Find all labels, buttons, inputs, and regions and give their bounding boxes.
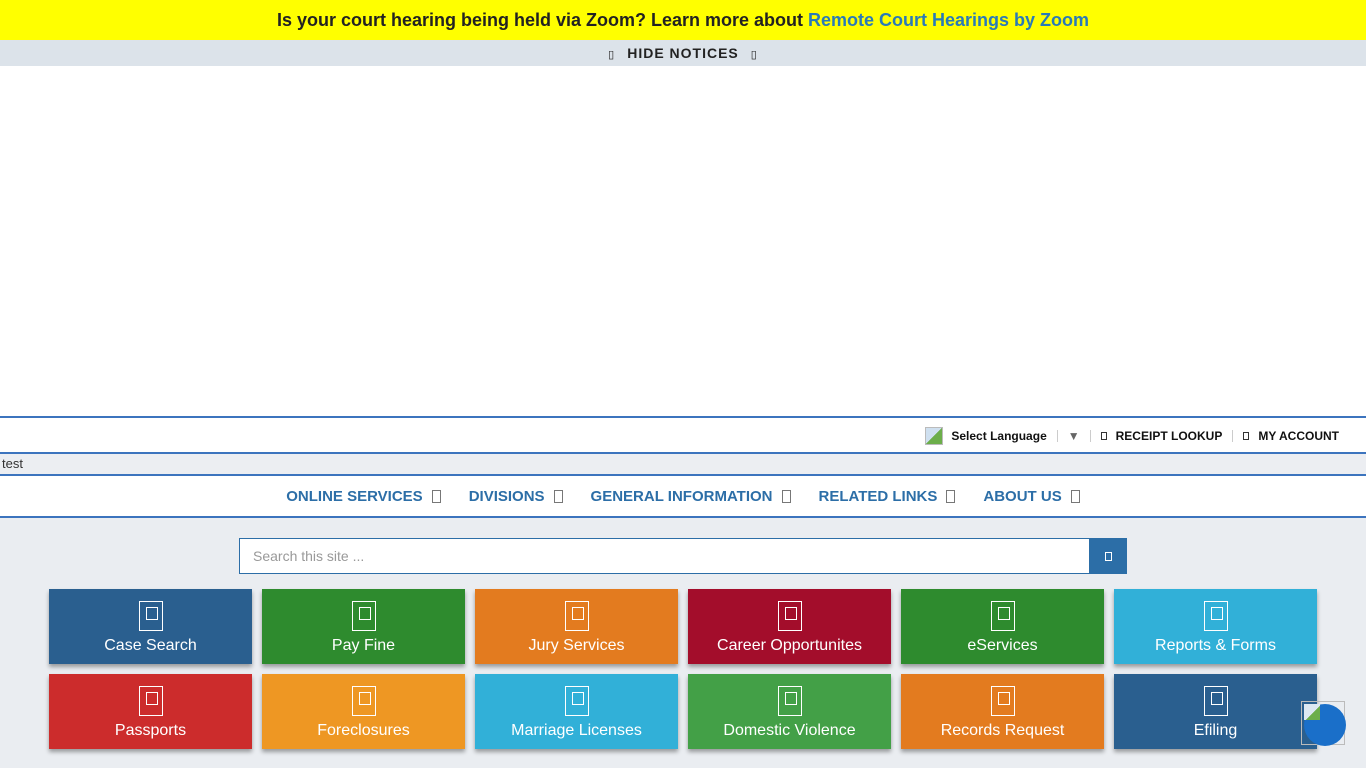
chevron-up-icon: ▯ [750, 49, 758, 61]
tile-label: Case Search [104, 637, 197, 654]
tile-icon [351, 686, 376, 716]
chevron-down-icon [1070, 489, 1080, 503]
search-button[interactable] [1090, 538, 1127, 574]
tile-label: Reports & Forms [1155, 637, 1276, 654]
tile-marriage-licenses[interactable]: Marriage Licenses [475, 674, 678, 749]
tile-passports[interactable]: Passports [49, 674, 252, 749]
nav-online-services[interactable]: ONLINE SERVICES [286, 487, 441, 505]
utility-bar: Select Language ▼ RECEIPT LOOKUP MY ACCO… [0, 416, 1366, 454]
divider [1232, 430, 1234, 442]
hide-notices-label: HIDE NOTICES [627, 45, 739, 61]
tile-icon [1203, 601, 1228, 631]
hide-notices-button[interactable]: ▯ HIDE NOTICES ▯ [0, 40, 1366, 66]
main-nav: ONLINE SERVICES DIVISIONS GENERAL INFORM… [0, 474, 1366, 518]
language-flag-icon [925, 427, 944, 445]
tile-label: Records Request [940, 722, 1065, 739]
tile-jury-services[interactable]: Jury Services [475, 589, 678, 664]
tile-label: Passports [114, 722, 187, 739]
chevron-down-icon [553, 489, 563, 503]
tile-label: Foreclosures [317, 722, 410, 739]
tile-label: Domestic Violence [723, 722, 856, 739]
nav-divisions[interactable]: DIVISIONS [469, 488, 563, 505]
nav-label: ABOUT US [983, 487, 1062, 505]
divider [1056, 430, 1058, 442]
tile-career-opportunites[interactable]: Career Opportunites [688, 589, 891, 664]
tile-foreclosures[interactable]: Foreclosures [262, 674, 465, 749]
search-input[interactable] [239, 538, 1090, 574]
chevron-up-icon: ▯ [608, 49, 616, 61]
chevron-down-icon [431, 489, 441, 503]
nav-label: RELATED LINKS [818, 487, 938, 505]
tile-icon [138, 601, 163, 631]
nav-general-information[interactable]: GENERAL INFORMATION [591, 488, 791, 505]
tile-label: Pay Fine [331, 637, 396, 654]
my-account-link[interactable]: MY ACCOUNT [1258, 429, 1339, 443]
receipt-lookup-link[interactable]: RECEIPT LOOKUP [1115, 429, 1223, 443]
remote-hearings-link[interactable]: Remote Court Hearings by Zoom [808, 10, 1090, 30]
tile-icon [990, 601, 1015, 631]
tile-label: eServices [967, 637, 1038, 654]
tile-efiling[interactable]: Efiling [1114, 674, 1317, 749]
tile-icon [990, 686, 1015, 716]
nav-related-links[interactable]: RELATED LINKS [819, 488, 956, 505]
tile-label: Jury Services [528, 637, 625, 654]
logo-alt-text: test [2, 456, 23, 471]
tile-reports-forms[interactable]: Reports & Forms [1114, 589, 1317, 664]
tile-domestic-violence[interactable]: Domestic Violence [688, 674, 891, 749]
tile-icon [564, 686, 589, 716]
tile-icon [777, 686, 802, 716]
tile-eservices[interactable]: eServices [901, 589, 1104, 664]
search-icon [1105, 551, 1112, 561]
chevron-down-icon [946, 489, 956, 503]
tile-label: Career Opportunites [717, 637, 862, 654]
main-content: Case Search Pay Fine Jury Services Career O… [0, 518, 1366, 768]
divider [1089, 430, 1091, 442]
tile-records-request[interactable]: Records Request [901, 674, 1104, 749]
tile-pay-fine[interactable]: Pay Fine [262, 589, 465, 664]
chevron-down-icon [781, 489, 791, 503]
tile-icon [1203, 686, 1228, 716]
nav-label: GENERAL INFORMATION [590, 487, 773, 505]
tile-icon [564, 601, 589, 631]
tile-case-search[interactable]: Case Search [49, 589, 252, 664]
notice-text: Is your court hearing being held via Zoo… [276, 10, 809, 30]
user-icon [1243, 432, 1250, 440]
tile-icon [138, 686, 163, 716]
notice-banner: Is your court hearing being held via Zoo… [0, 0, 1366, 40]
tile-icon [777, 601, 802, 631]
site-search [239, 538, 1127, 574]
nav-about-us[interactable]: ABOUT US [983, 487, 1080, 505]
select-language[interactable]: Select Language [951, 429, 1047, 443]
broken-image-icon [1304, 704, 1320, 720]
tile-label: Marriage Licenses [511, 722, 642, 739]
logo[interactable]: test [0, 454, 1366, 474]
tile-icon [351, 601, 376, 631]
language-dropdown-arrow-icon[interactable]: ▼ [1067, 429, 1080, 443]
chat-widget-button[interactable] [1301, 701, 1346, 746]
receipt-icon [1100, 432, 1107, 440]
tile-label: Efiling [1193, 722, 1238, 739]
nav-label: ONLINE SERVICES [286, 487, 423, 505]
nav-label: DIVISIONS [468, 487, 545, 505]
